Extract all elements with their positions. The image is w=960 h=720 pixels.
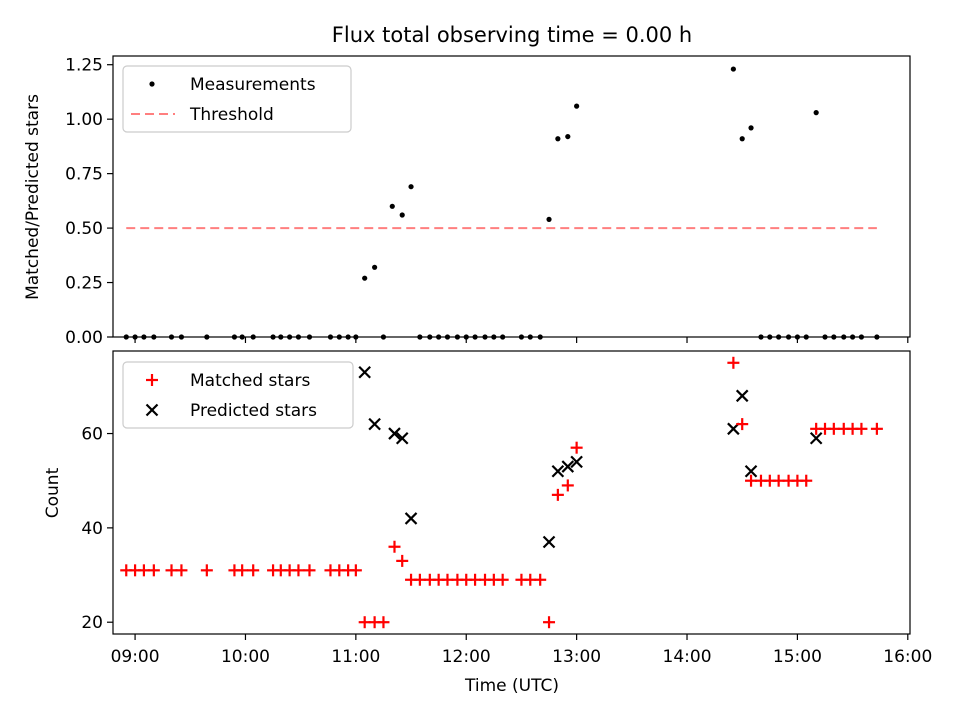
y-tick-label: 1.25 (65, 56, 103, 76)
top-ylabel: Matched/Predicted stars (23, 94, 43, 300)
y-tick-label: 1.00 (65, 110, 103, 130)
chart-title: Flux total observing time = 0.00 h (332, 23, 692, 47)
bottom-x-ticks: 09:00 10:00 11:00 12:00 13:00 14:00 15:00 16:00 (111, 634, 932, 667)
predicted-star-point (358, 365, 371, 379)
legend-threshold-label: Threshold (189, 105, 274, 125)
matched-star-point (377, 616, 390, 629)
x-tick-label: 10:00 (221, 647, 270, 667)
matched-star-point (551, 488, 564, 501)
measurement-point (546, 216, 552, 222)
top-panel: Matched/Predicted stars 0.00 0.25 0.50 0.75… (23, 55, 911, 348)
bottom-legend: Matched stars Predicted stars (122, 361, 354, 429)
top-legend: Measurements Threshold (122, 65, 352, 133)
predicted-star-point (744, 464, 758, 478)
y-tick-label: 0.00 (65, 328, 103, 348)
top-y-ticks: 0.00 0.25 0.50 0.75 1.00 1.25 (65, 56, 113, 348)
top-x-ticks (134, 337, 909, 343)
predicted-star-point (395, 431, 409, 445)
predicted-star-point (542, 535, 556, 549)
top-legend-box (122, 65, 352, 133)
matched-star-point (349, 564, 362, 577)
matched-star-point (496, 573, 509, 586)
predicted-stars-points (358, 365, 823, 549)
bottom-y-ticks: 20 40 60 (81, 425, 113, 633)
matched-star-point (200, 564, 213, 577)
matched-star-point (247, 564, 260, 577)
measurement-point (739, 136, 745, 142)
matched-star-point (534, 573, 547, 586)
matched-star-point (561, 479, 574, 492)
matched-star-point (175, 564, 188, 577)
x-tick-label: 11:00 (331, 647, 380, 667)
measurement-point (408, 184, 414, 190)
measurement-points (123, 66, 880, 340)
matched-star-point (570, 441, 583, 454)
y-tick-label: 40 (81, 519, 103, 539)
y-tick-label: 0.75 (65, 165, 103, 185)
predicted-star-point (368, 417, 381, 431)
bottom-panel: Count Time (UTC) 20 40 60 09:00 10:00 11:00 1… (43, 350, 932, 696)
predicted-star-point (809, 431, 823, 445)
measurement-point (389, 203, 395, 209)
bottom-plot-frame (112, 350, 911, 635)
predicted-star-point (561, 460, 575, 473)
x-tick-label: 15:00 (773, 647, 822, 667)
measurement-point (730, 66, 736, 72)
y-tick-label: 0.25 (65, 274, 103, 294)
measurement-point (748, 125, 754, 131)
y-tick-label: 0.50 (65, 219, 103, 239)
matched-star-point (800, 474, 813, 487)
x-tick-label: 09:00 (111, 647, 160, 667)
matched-star-point (727, 356, 740, 369)
legend-predicted-label: Predicted stars (190, 401, 317, 421)
matched-star-point (855, 422, 868, 435)
legend-measurements-marker (149, 81, 155, 87)
matched-star-point (543, 616, 556, 629)
measurement-point (362, 275, 368, 281)
matched-star-point (736, 418, 749, 431)
y-tick-label: 60 (81, 425, 103, 445)
predicted-star-point (735, 389, 749, 403)
matched-star-point (396, 554, 409, 567)
legend-matched-label: Matched stars (190, 371, 310, 391)
predicted-star-point (388, 427, 401, 440)
legend-cross (145, 403, 159, 417)
top-plot-frame (112, 55, 911, 338)
bottom-ylabel: Count (43, 467, 63, 518)
bottom-legend-box (122, 361, 354, 429)
bottom-xlabel: Time (UTC) (464, 676, 559, 696)
predicted-star-point (570, 455, 583, 469)
x-tick-label: 14:00 (663, 647, 712, 667)
measurement-point (372, 264, 378, 270)
y-tick-label: 20 (81, 613, 103, 633)
measurement-point (565, 133, 571, 140)
predicted-star-point (551, 464, 565, 478)
matched-star-point (870, 422, 883, 435)
matched-star-point (303, 564, 316, 577)
matched-stars-points (120, 356, 883, 629)
measurement-point (399, 212, 405, 218)
legend-predicted-marker (145, 403, 159, 417)
legend-plus (146, 374, 158, 386)
legend-matched-marker (146, 374, 158, 386)
matched-star-point (292, 564, 305, 577)
x-tick-label: 12:00 (442, 647, 491, 667)
x-tick-label: 13:00 (552, 647, 601, 667)
matched-star-point (236, 564, 249, 577)
measurement-point (555, 136, 561, 142)
x-tick-label: 16:00 (883, 647, 932, 667)
measurement-point (574, 103, 580, 109)
measurement-point (813, 110, 819, 116)
predicted-star-point (404, 512, 418, 525)
matched-star-point (388, 540, 401, 553)
matched-star-point (147, 564, 160, 577)
legend-measurements-label: Measurements (190, 75, 316, 95)
